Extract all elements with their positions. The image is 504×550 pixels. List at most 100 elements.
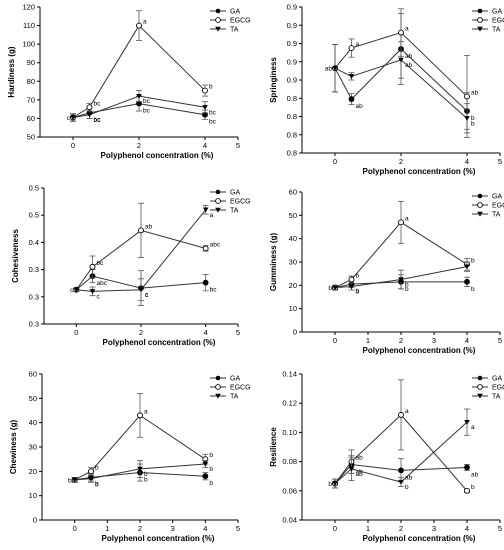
data-point — [138, 287, 144, 293]
data-point — [202, 87, 208, 94]
legend-entry: EGCG — [230, 199, 251, 206]
significance-label: b — [405, 282, 409, 289]
data-point — [332, 481, 338, 487]
series-ta: bb — [332, 261, 470, 296]
y-tick-label: 0.3 — [29, 320, 39, 329]
x-axis-label: Polyphenol concentration (%) — [103, 338, 216, 347]
significance-label: b — [405, 286, 409, 293]
data-point — [398, 467, 404, 474]
y-tick-label: 0.9 — [287, 57, 297, 66]
significance-label: bc — [209, 109, 217, 116]
data-point — [398, 219, 404, 226]
x-tick-label: 5 — [498, 157, 502, 166]
y-tick-label: 50 — [289, 211, 297, 220]
data-point — [136, 93, 142, 99]
series-line — [334, 59, 468, 119]
legend: GA EGCG TA — [472, 9, 504, 34]
series-line — [72, 24, 206, 118]
chart-panel-4: 0 10 20 30 40 50 60 0 1 2 3 4 5 Polyphenol concentrat… — [269, 188, 504, 356]
x-tick-label: 4 — [465, 157, 469, 166]
x-tick-label: 2 — [139, 328, 143, 337]
legend-entry: TA — [492, 394, 501, 401]
chart-panel-2: 0.8 0.8 0.8 0.8 0.9 0.9 0.9 0.9 0.9 0 2 4 5 Polypheno… — [269, 3, 504, 177]
significance-label: ab — [471, 89, 479, 96]
y-tick-label: 0.9 — [287, 39, 297, 48]
data-point — [332, 65, 338, 71]
data-point — [464, 464, 470, 471]
data-point — [86, 112, 93, 118]
legend-entry: TA — [230, 394, 239, 401]
significance-label: b — [471, 257, 475, 264]
y-tick-label: 100 — [22, 40, 35, 49]
significance-label: ab — [356, 471, 364, 478]
significance-label: b — [471, 286, 475, 293]
legend-marker — [215, 384, 221, 390]
x-tick-label: 2 — [137, 141, 141, 150]
legend-entry: GA — [492, 9, 502, 16]
legend-marker — [477, 202, 483, 208]
x-tick-label: 1 — [366, 524, 370, 533]
data-point — [348, 276, 355, 283]
series-line — [334, 421, 468, 484]
series-line — [72, 95, 206, 118]
y-axis-label: Cohesiveness — [11, 229, 20, 283]
data-point — [398, 29, 404, 36]
series-egcg: a a ab — [332, 8, 479, 138]
data-point — [464, 116, 470, 121]
significance-label: a — [405, 26, 409, 33]
y-tick-label: 0.04 — [282, 516, 297, 525]
legend-entry: TA — [230, 208, 239, 215]
significance-label: bc — [209, 119, 217, 126]
y-tick-label: 0.8 — [287, 94, 297, 103]
significance-label: b — [328, 481, 332, 488]
legend-entry: EGCG — [230, 18, 251, 25]
data-point — [202, 279, 209, 286]
significance-label: b — [471, 120, 475, 127]
data-point — [398, 479, 404, 485]
legend-entry: EGCG — [492, 385, 504, 392]
data-point — [86, 104, 93, 111]
data-point — [348, 74, 355, 79]
x-tick-label: 1 — [366, 336, 370, 345]
x-tick-label: 5 — [236, 524, 240, 533]
significance-label: b — [356, 288, 360, 295]
legend-marker — [215, 189, 221, 195]
data-point — [398, 57, 404, 63]
legend-entry: GA — [230, 9, 240, 16]
x-tick-label: 5 — [498, 524, 502, 533]
chart-panel-6: 0.04 0.06 0.08 0.10 0.12 0.14 0 1 2 3 4 5 Polyphenol… — [269, 370, 504, 544]
legend-entry: TA — [230, 27, 239, 34]
legend: GA EGCG TA — [210, 376, 251, 401]
data-point — [464, 487, 470, 494]
legend-marker — [215, 26, 221, 32]
series-line — [74, 472, 206, 481]
series-ta: bbb — [71, 459, 213, 488]
significance-label: ab — [405, 53, 413, 60]
significance-label: b — [95, 481, 99, 488]
x-tick-label: 0 — [71, 141, 75, 150]
y-tick-label: 60 — [289, 188, 297, 197]
y-tick-label: 0.9 — [287, 3, 297, 12]
x-axis-label: Polyphenol concentration (%) — [363, 534, 476, 543]
x-tick-label: 0 — [74, 328, 78, 337]
significance-label: a — [405, 215, 409, 222]
significance-label: b — [144, 471, 148, 478]
data-point — [464, 264, 470, 270]
legend-marker — [477, 375, 483, 381]
y-tick-label: 0.8 — [287, 112, 297, 121]
legend-entry: TA — [492, 212, 501, 219]
data-point — [89, 289, 96, 294]
legend-marker — [477, 384, 483, 390]
x-tick-label: 0 — [73, 524, 77, 533]
x-tick-label: 0 — [333, 524, 337, 533]
data-point — [464, 278, 470, 285]
significance-label: a — [144, 408, 148, 415]
series-line — [334, 48, 468, 112]
series-line — [75, 229, 206, 291]
data-point — [464, 93, 470, 100]
y-tick-label: 90 — [27, 58, 35, 67]
data-point — [71, 477, 78, 483]
significance-label: c — [145, 292, 149, 299]
